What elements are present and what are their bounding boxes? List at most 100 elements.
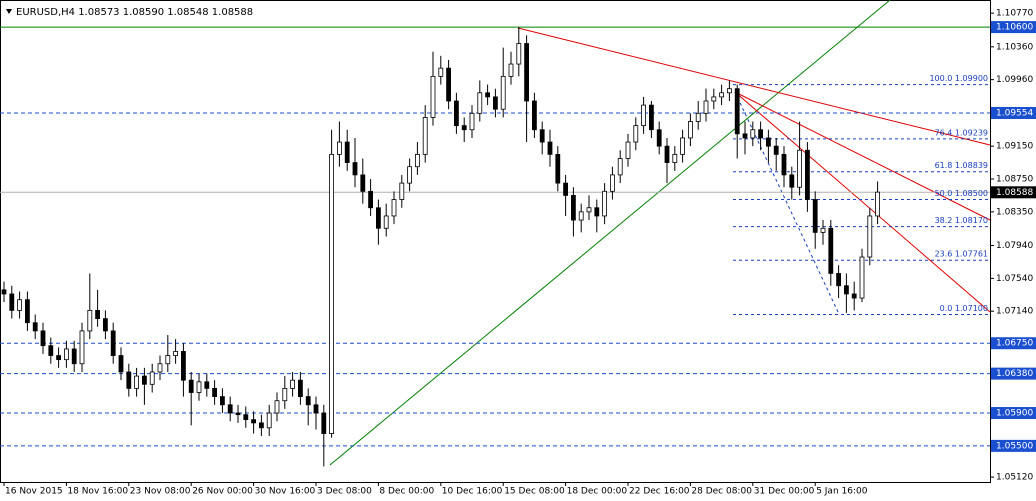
candle-body bbox=[797, 149, 802, 188]
candle-body bbox=[469, 112, 475, 131]
y-tick-label: 1.05120 bbox=[996, 473, 1033, 483]
candle-body bbox=[539, 129, 545, 143]
candle-body bbox=[492, 96, 498, 110]
candle-body bbox=[859, 256, 865, 299]
fibo-label: 23.6 1.07761 bbox=[935, 250, 988, 259]
candle-body bbox=[227, 404, 233, 414]
x-tick-label: 16 Nov 2015 bbox=[5, 487, 63, 497]
level-label: 1.10600 bbox=[996, 23, 1033, 33]
candle-body bbox=[851, 293, 857, 299]
fibo-label: 38.2 1.08170 bbox=[935, 216, 988, 225]
candle-body bbox=[633, 125, 639, 143]
candle-body bbox=[79, 330, 85, 365]
x-tick-label: 22 Dec 16:00 bbox=[629, 487, 690, 497]
candle-body bbox=[24, 299, 30, 324]
x-tick-label: 18 Dec 00:00 bbox=[567, 487, 628, 497]
x-tick-label: 18 Nov 16:00 bbox=[67, 487, 128, 497]
candle-body bbox=[157, 363, 163, 373]
trend-line bbox=[734, 91, 991, 313]
candle-body bbox=[680, 137, 685, 155]
candle-body bbox=[17, 299, 23, 311]
candle-body bbox=[118, 355, 124, 373]
candle-body bbox=[87, 309, 93, 332]
candle-body bbox=[399, 182, 405, 200]
candle-body bbox=[329, 153, 335, 434]
candle-body bbox=[485, 92, 491, 98]
candle-body bbox=[578, 211, 584, 221]
level-label: 1.06380 bbox=[996, 369, 1033, 379]
candle-body bbox=[547, 141, 553, 155]
plot-frame bbox=[0, 0, 991, 483]
candle-body bbox=[196, 381, 202, 393]
candle-body bbox=[766, 137, 771, 147]
y-tick-label: 1.07540 bbox=[996, 274, 1033, 284]
candle-body bbox=[344, 141, 350, 163]
candle-body bbox=[828, 227, 834, 274]
candle-body bbox=[9, 293, 15, 311]
x-tick-label: 5 Jan 16:00 bbox=[816, 487, 868, 497]
menu-icon bbox=[6, 9, 12, 14]
chart-title: EURUSD,H4 1.08573 1.08590 1.08548 1.0858… bbox=[16, 7, 253, 18]
candle-body bbox=[204, 381, 210, 389]
x-tick-label: 23 Nov 08:00 bbox=[130, 487, 191, 497]
trend-line bbox=[329, 0, 891, 466]
candle-body bbox=[781, 153, 787, 176]
candle-body bbox=[617, 158, 623, 176]
candle-body bbox=[1, 289, 7, 295]
x-tick-label: 31 Dec 00:00 bbox=[754, 487, 815, 497]
candle-body bbox=[56, 355, 61, 361]
candle-body bbox=[532, 100, 537, 131]
level-label: 1.06750 bbox=[996, 339, 1033, 349]
candle-body bbox=[352, 162, 358, 176]
candle-body bbox=[477, 92, 483, 114]
candle-body bbox=[95, 309, 100, 319]
candle-body bbox=[516, 43, 522, 65]
candle-body bbox=[664, 145, 670, 163]
candle-body bbox=[453, 100, 459, 127]
marks: 1.10770 1.10360 1.09960 1.09150 1.08750 1.083… bbox=[0, 9, 1036, 497]
candle-body bbox=[695, 112, 701, 122]
level-label-box bbox=[991, 407, 1036, 420]
candle-body bbox=[297, 379, 303, 398]
fibo-label: 61.8 1.08839 bbox=[935, 161, 988, 170]
candle-body bbox=[602, 190, 607, 217]
candle-body bbox=[336, 141, 342, 155]
candle-body bbox=[188, 379, 194, 393]
y-tick-label: 1.09960 bbox=[996, 75, 1033, 85]
candle-body bbox=[313, 404, 319, 414]
fibo-label: 100.0 1.09900 bbox=[929, 74, 988, 83]
candle-body bbox=[251, 419, 257, 424]
candle-body bbox=[703, 100, 709, 114]
candle-body bbox=[360, 174, 366, 192]
candle-body bbox=[773, 145, 779, 155]
candle-body bbox=[672, 153, 678, 163]
candle-body bbox=[805, 149, 810, 200]
candle-body bbox=[625, 141, 631, 159]
y-tick-label: 1.08350 bbox=[996, 207, 1033, 217]
candle-body bbox=[103, 318, 108, 332]
candle-body bbox=[750, 129, 756, 139]
candle-body bbox=[149, 371, 155, 385]
current-price-label: 1.08588 bbox=[996, 188, 1033, 198]
candle-body bbox=[321, 412, 327, 434]
candle-body bbox=[173, 351, 179, 356]
candle-body bbox=[180, 351, 186, 381]
level-label-box bbox=[991, 367, 1036, 380]
x-tick-label: 30 Nov 16:00 bbox=[255, 487, 316, 497]
fibo-label: 0.0 1.07100 bbox=[940, 304, 988, 313]
candle-body bbox=[64, 348, 69, 361]
candle-body bbox=[40, 330, 46, 347]
candle-body bbox=[867, 215, 873, 258]
level-label-box bbox=[991, 337, 1036, 350]
candle-body bbox=[235, 412, 241, 416]
candle-body bbox=[212, 387, 218, 398]
candle-body bbox=[414, 153, 420, 168]
y-tick-label: 1.07940 bbox=[996, 241, 1033, 251]
candle-body bbox=[375, 207, 381, 229]
candle-body bbox=[836, 273, 841, 287]
candle-body bbox=[134, 375, 140, 389]
candle-body bbox=[727, 88, 732, 94]
